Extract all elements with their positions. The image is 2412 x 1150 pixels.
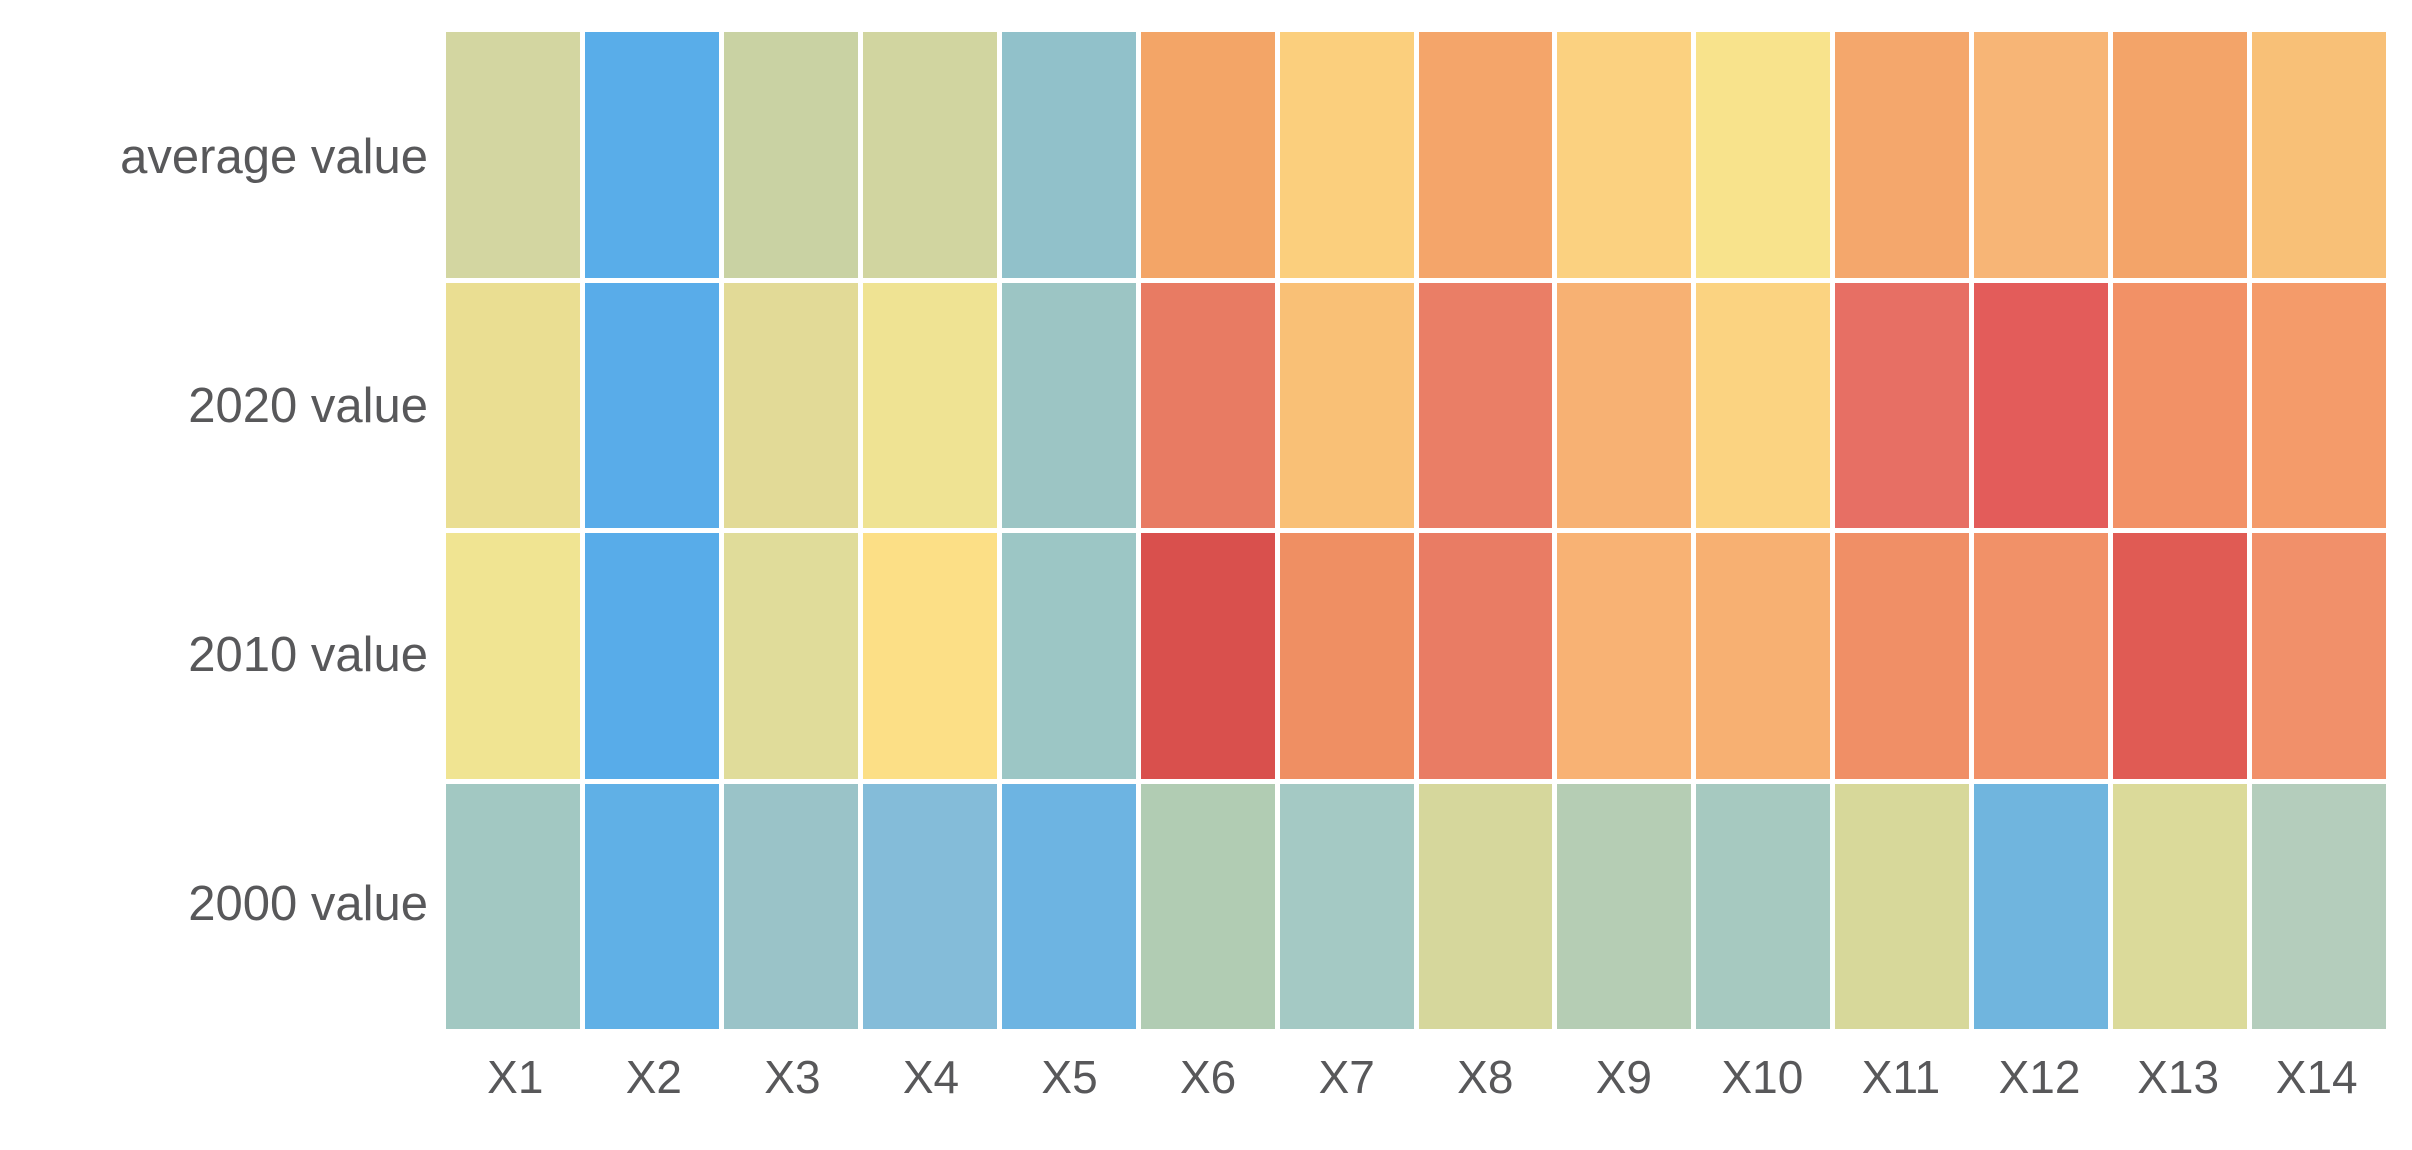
heatmap-cell-2010-value-x8 <box>1418 533 1553 779</box>
heatmap-cell-2000-value-x2 <box>584 783 719 1029</box>
heatmap-grid <box>446 32 2386 1029</box>
column-label-x7: X7 <box>1318 1051 1375 1103</box>
heatmap-cell-2010-value-x9 <box>1557 533 1692 779</box>
heatmap-cell-average-value-x14 <box>2252 32 2386 278</box>
column-label-x9: X9 <box>1595 1051 1652 1103</box>
heatmap-cell-2020-value-x11 <box>1835 282 1970 528</box>
column-labels: X1 X2 X3 X4 X5 X6 X7 X8 X9 X10 X11 X12 X13 X14 <box>446 1042 2386 1112</box>
heatmap-cell-2000-value-x6 <box>1140 783 1275 1029</box>
heatmap-cell-average-value-x4 <box>862 32 997 278</box>
column-label-x1: X1 <box>487 1051 544 1103</box>
column-label-x14: X14 <box>2275 1051 2358 1103</box>
column-label-x11: X11 <box>1861 1051 1941 1103</box>
heatmap-cell-2010-value-x3 <box>723 533 858 779</box>
heatmap-cell-2010-value-x1 <box>446 533 580 779</box>
heatmap-cell-2000-value-x4 <box>862 783 997 1029</box>
heatmap-cell-2020-value-x14 <box>2252 282 2386 528</box>
heatmap-cell-2000-value-x14 <box>2252 783 2386 1029</box>
heatmap-cell-2000-value-x1 <box>446 783 580 1029</box>
heatmap-cell-2020-value-x8 <box>1418 282 1553 528</box>
heatmap-cell-average-value-x2 <box>584 32 719 278</box>
heatmap-cell-2000-value-x5 <box>1001 783 1136 1029</box>
heatmap-cell-2010-value-x5 <box>1001 533 1136 779</box>
heatmap-cell-2020-value-x10 <box>1696 282 1831 528</box>
heatmap-cell-average-value-x13 <box>2113 32 2248 278</box>
row-label-2000-value: 2000 value <box>188 877 428 932</box>
row-label-2020-value: 2020 value <box>188 378 428 433</box>
heatmap-cell-average-value-x7 <box>1279 32 1414 278</box>
heatmap-cell-2000-value-x13 <box>2113 783 2248 1029</box>
column-label-x4: X4 <box>902 1051 960 1103</box>
heatmap-cell-2020-value-x2 <box>584 282 719 528</box>
heatmap-cell-average-value-x1 <box>446 32 580 278</box>
heatmap-cell-2020-value-x7 <box>1279 282 1414 528</box>
heatmap-cell-2010-value-x4 <box>862 533 997 779</box>
heatmap-cell-2010-value-x13 <box>2113 533 2248 779</box>
heatmap-cell-2010-value-x7 <box>1279 533 1414 779</box>
column-label-x10: X10 <box>1721 1051 1804 1103</box>
heatmap-cell-average-value-x8 <box>1418 32 1553 278</box>
heatmap-cell-2000-value-x8 <box>1418 783 1553 1029</box>
heatmap-cell-average-value-x6 <box>1140 32 1275 278</box>
heatmap-cell-2000-value-x11 <box>1835 783 1970 1029</box>
column-label-x13: X13 <box>2137 1051 2220 1103</box>
heatmap-cell-2000-value-x9 <box>1557 783 1692 1029</box>
heatmap-cell-2000-value-x7 <box>1279 783 1414 1029</box>
heatmap-cell-average-value-x10 <box>1696 32 1831 278</box>
row-label-average-value: average value <box>120 129 428 184</box>
column-label-x8: X8 <box>1457 1051 1514 1103</box>
heatmap-cell-average-value-x12 <box>1974 32 2109 278</box>
heatmap-cell-2010-value-x6 <box>1140 533 1275 779</box>
heatmap-cell-average-value-x3 <box>723 32 858 278</box>
heatmap-cell-2020-value-x1 <box>446 282 580 528</box>
column-label-x5: X5 <box>1041 1051 1098 1103</box>
heatmap-cell-2020-value-x12 <box>1974 282 2109 528</box>
heatmap-cell-2010-value-x2 <box>584 533 719 779</box>
column-label-x2: X2 <box>625 1051 682 1103</box>
row-labels: average value 2020 value 2010 value 2000 va… <box>0 32 428 1029</box>
heatmap-cell-2010-value-x11 <box>1835 533 1970 779</box>
heatmap-cell-2020-value-x9 <box>1557 282 1692 528</box>
heatmap-cell-average-value-x11 <box>1835 32 1970 278</box>
heatmap-cell-2020-value-x3 <box>723 282 858 528</box>
heatmap-cell-2000-value-x12 <box>1974 783 2109 1029</box>
column-label-x3: X3 <box>764 1051 821 1103</box>
heatmap-cell-2010-value-x12 <box>1974 533 2109 779</box>
heatmap-cell-2020-value-x13 <box>2113 282 2248 528</box>
heatmap-cell-2010-value-x10 <box>1696 533 1831 779</box>
heatmap-cell-2000-value-x10 <box>1696 783 1831 1029</box>
heatmap-cell-average-value-x5 <box>1001 32 1136 278</box>
column-label-x12: X12 <box>1998 1051 2081 1103</box>
heatmap-cell-2020-value-x4 <box>862 282 997 528</box>
heatmap-cell-average-value-x9 <box>1557 32 1692 278</box>
heatmap-cell-2010-value-x14 <box>2252 533 2386 779</box>
row-label-2010-value: 2010 value <box>188 628 428 683</box>
column-label-x6: X6 <box>1180 1051 1237 1103</box>
heatmap-cell-2020-value-x5 <box>1001 282 1136 528</box>
heatmap-cell-2000-value-x3 <box>723 783 858 1029</box>
heatmap-cell-2020-value-x6 <box>1140 282 1275 528</box>
